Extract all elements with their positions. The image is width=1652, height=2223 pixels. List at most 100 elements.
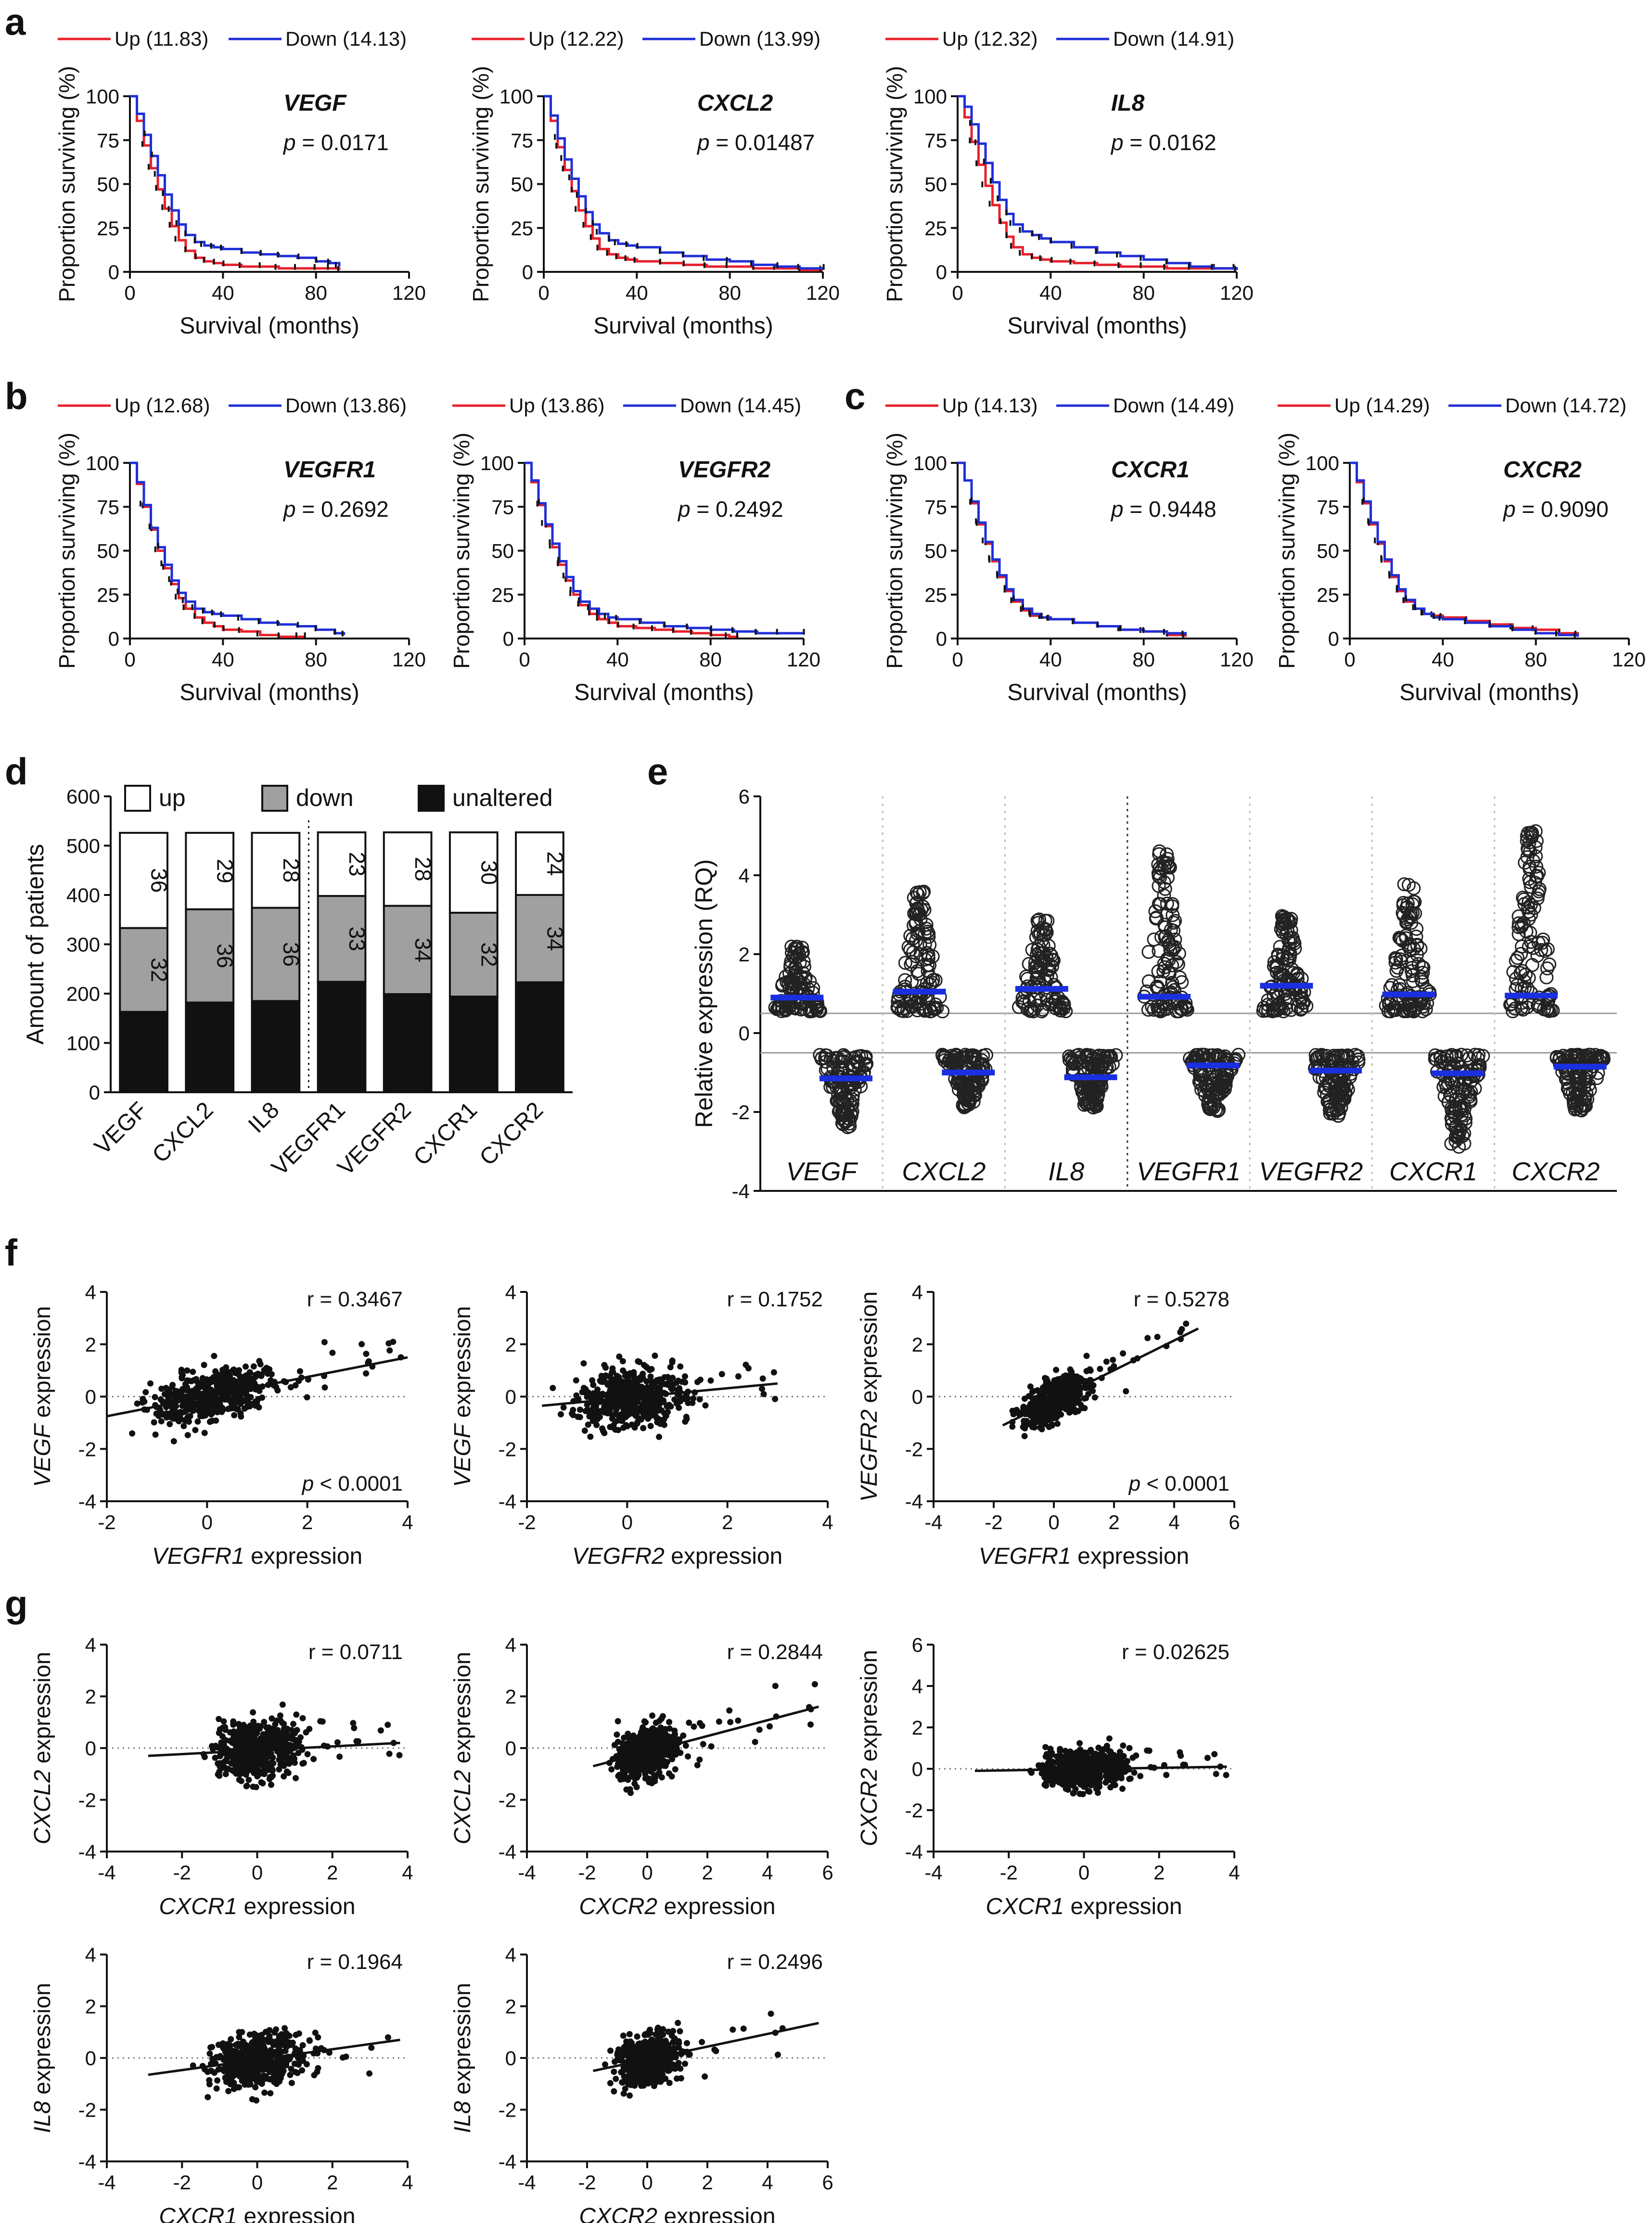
data-point	[1031, 1424, 1038, 1431]
data-point	[620, 1407, 627, 1414]
down-point	[1084, 1059, 1099, 1073]
data-point	[231, 1403, 238, 1410]
x-axis-label: VEGFR1 expression	[979, 1544, 1190, 1569]
legend-up-label: Up (14.13)	[942, 394, 1037, 417]
down-point	[1582, 1077, 1596, 1092]
up-point	[1152, 944, 1166, 958]
data-point	[171, 1409, 178, 1416]
down-point	[1085, 1097, 1100, 1111]
up-point	[1173, 971, 1187, 985]
up-point	[768, 1000, 782, 1015]
up-point	[1165, 897, 1179, 911]
legend-label-unaltered: unaltered	[452, 784, 553, 811]
data-point	[602, 1372, 609, 1379]
x-tick-label: 0	[641, 1861, 653, 1884]
data-point	[268, 1781, 274, 1788]
down-point	[1460, 1048, 1474, 1062]
data-point	[627, 1786, 633, 1793]
y-tick-label: 100	[1306, 452, 1339, 474]
data-point	[153, 1410, 160, 1417]
segment-label: 36	[147, 868, 172, 893]
y-gene: VEGFR2	[857, 1409, 882, 1502]
y-tick-label: 2	[505, 1333, 516, 1356]
y-tick-label: 2	[739, 943, 750, 966]
up-point	[1017, 997, 1032, 1011]
p-value-text: = 0.9090	[1516, 497, 1609, 522]
data-point	[667, 1364, 674, 1370]
x-tick-label: -2	[518, 1511, 536, 1533]
down-point	[1577, 1090, 1592, 1104]
up-point	[1522, 835, 1537, 850]
data-point	[690, 1395, 697, 1402]
up-point	[1394, 955, 1409, 969]
gene-title: CXCL2	[697, 90, 773, 116]
down-point	[1444, 1111, 1459, 1125]
x-axis-label: Survival (months)	[179, 680, 359, 705]
legend-down-label: Down (14.45)	[680, 394, 801, 417]
up-point	[1277, 914, 1292, 928]
data-point	[304, 1751, 311, 1758]
x-tick-label: 40	[212, 281, 234, 304]
km-curve-down	[130, 461, 346, 635]
down-point	[1450, 1129, 1465, 1144]
y-tick-label: 400	[66, 884, 100, 907]
data-point	[253, 1731, 259, 1738]
data-point	[589, 1393, 595, 1399]
up-point	[907, 891, 921, 905]
data-point	[246, 1725, 253, 1731]
x-tick-label: 0	[202, 1511, 213, 1533]
y-tick-label: 75	[511, 129, 533, 152]
data-point	[652, 1727, 658, 1734]
data-point	[1120, 1742, 1127, 1749]
bar-segment-up	[383, 831, 433, 907]
data-point	[615, 1374, 622, 1380]
legend-up-label: Up (12.68)	[115, 394, 210, 417]
data-point	[230, 1367, 236, 1374]
up-point	[1382, 997, 1396, 1011]
data-point	[671, 1734, 678, 1741]
y-axis-label: VEGF expression	[30, 1306, 55, 1487]
data-point	[590, 1405, 597, 1411]
p-value-text: = 0.01487	[710, 130, 815, 155]
data-point	[752, 1738, 758, 1745]
data-point	[159, 1411, 166, 1418]
x-tick-label: 2	[327, 1861, 338, 1884]
y-tick-label: 100	[66, 1032, 100, 1055]
data-point	[243, 1363, 249, 1370]
data-point	[619, 1358, 626, 1365]
data-point	[299, 1715, 306, 1722]
data-point	[1037, 1391, 1044, 1398]
up-point	[1408, 895, 1422, 909]
up-point	[1169, 1004, 1184, 1019]
up-point	[1397, 877, 1411, 892]
data-point	[614, 1763, 621, 1770]
x-tick-label: 0	[252, 1861, 263, 1884]
p-symbol: p	[677, 497, 691, 522]
x-tick-label: -2	[98, 1511, 115, 1533]
data-point	[642, 1770, 649, 1777]
y-tick-label: 50	[924, 173, 947, 196]
x-gene: CXCR2	[579, 1894, 657, 1919]
data-point	[219, 1367, 226, 1373]
data-point	[363, 1351, 370, 1357]
up-point	[1279, 1002, 1293, 1016]
data-point	[185, 1418, 192, 1425]
y-tick-label: 100	[913, 452, 947, 474]
down-point	[938, 1049, 953, 1064]
data-point	[166, 1421, 173, 1428]
data-point	[594, 1416, 601, 1422]
panel-letter-e: e	[647, 750, 668, 792]
data-point	[142, 1389, 149, 1395]
legend-down-label: Down (13.86)	[285, 394, 407, 417]
data-point	[266, 1729, 272, 1736]
data-point	[619, 1390, 626, 1397]
data-point	[619, 1740, 626, 1747]
data-point	[232, 1766, 239, 1773]
up-point	[788, 941, 802, 956]
data-point	[250, 1709, 256, 1716]
y-suffix: expression	[450, 1306, 475, 1424]
regression-line	[1002, 1327, 1199, 1427]
down-point	[956, 1050, 970, 1065]
